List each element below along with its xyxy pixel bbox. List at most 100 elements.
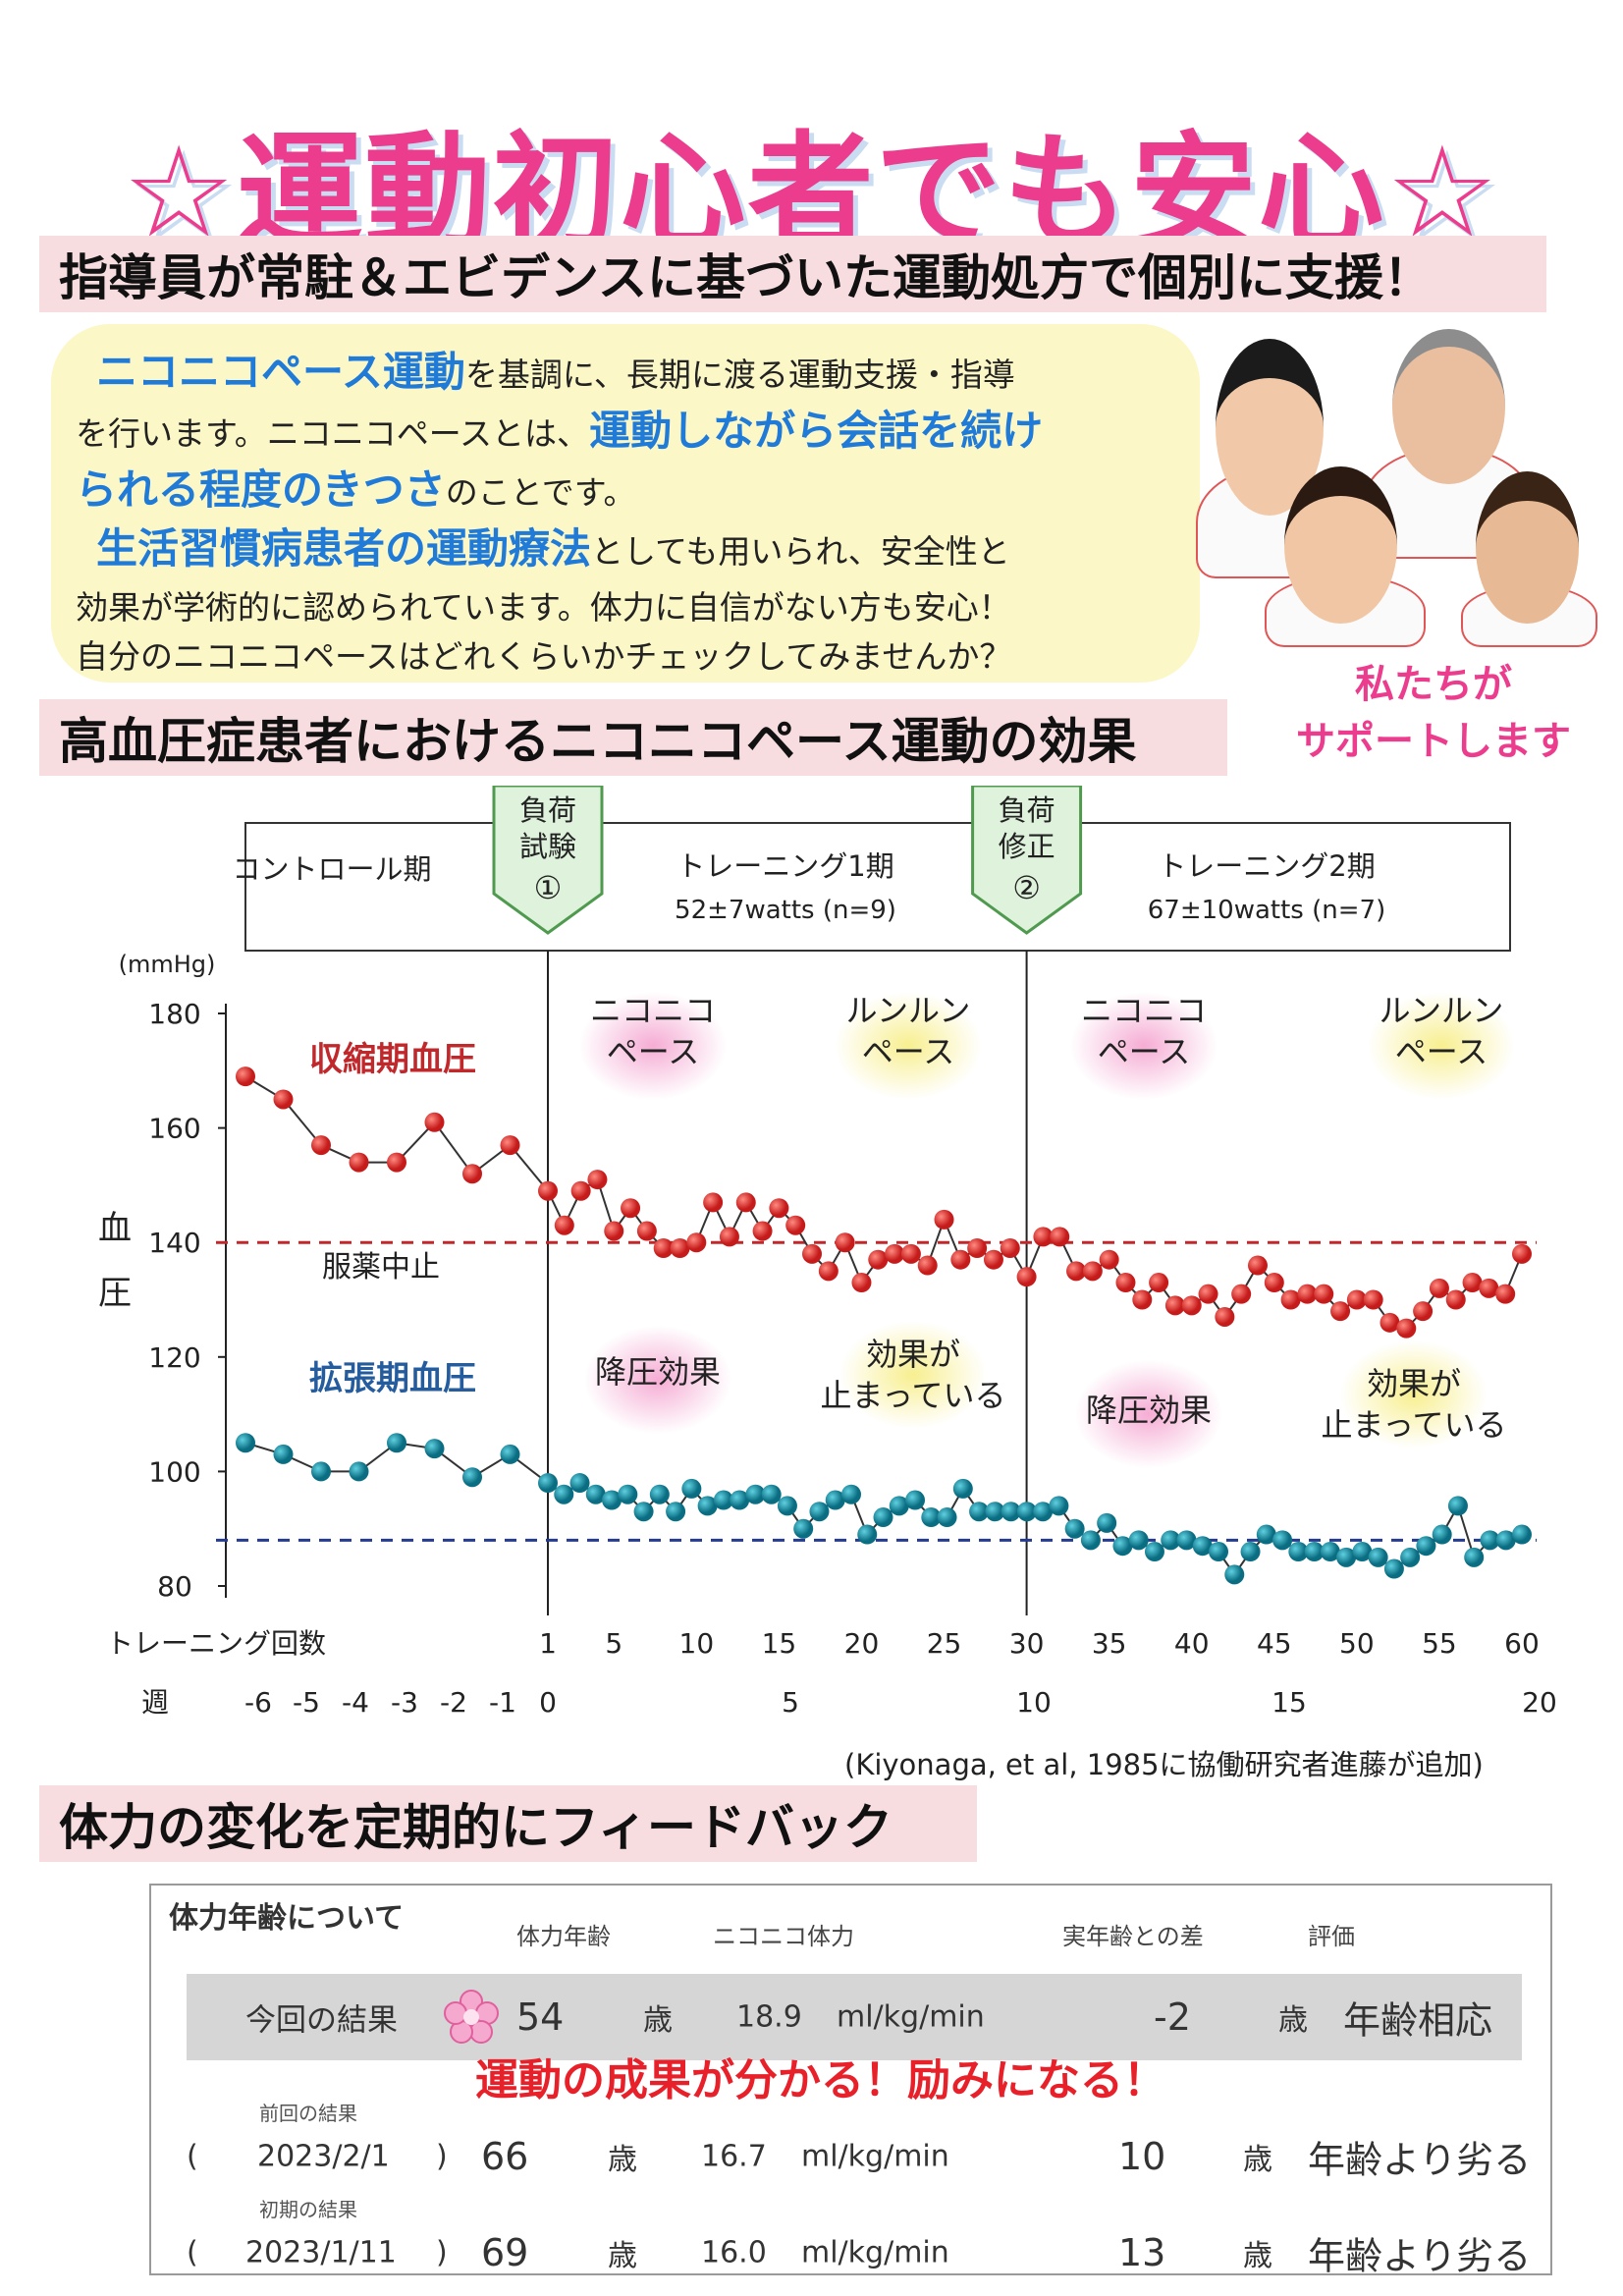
data-point bbox=[785, 1215, 806, 1235]
marker-tag bbox=[971, 786, 1083, 935]
effect-label: 止まっている bbox=[1321, 1406, 1506, 1444]
reference-label: 服薬中止 bbox=[322, 1250, 440, 1285]
data-point bbox=[666, 1502, 686, 1522]
marker-label: 修正 bbox=[999, 830, 1055, 863]
diff-unit: 歳 bbox=[1278, 2003, 1308, 2038]
data-point bbox=[851, 1273, 872, 1293]
diff-unit: 歳 bbox=[1243, 2239, 1272, 2273]
fitness-age-value: 69 bbox=[481, 2231, 529, 2274]
week-tick-label: 5 bbox=[782, 1686, 799, 1719]
week-tick-label: 10 bbox=[1016, 1686, 1052, 1719]
data-point bbox=[349, 1152, 369, 1173]
week-tick-label: 20 bbox=[1522, 1686, 1557, 1719]
effect-label: 降圧効果 bbox=[1086, 1392, 1212, 1429]
evaluation-value: 年齢より劣る bbox=[1308, 2138, 1532, 2182]
vo2-value: 16.7 bbox=[701, 2139, 767, 2174]
data-point bbox=[730, 1490, 750, 1510]
phase-label: コントロール期 bbox=[232, 852, 431, 886]
marker-label: 試験 bbox=[519, 830, 576, 863]
data-point bbox=[1240, 1542, 1261, 1562]
data-point bbox=[387, 1152, 406, 1173]
data-point bbox=[1097, 1512, 1117, 1533]
data-point bbox=[1128, 1530, 1149, 1551]
data-point bbox=[349, 1461, 369, 1482]
chart-source: (Kiyonaga, et al, 1985に協働研究者進藤が追加) bbox=[844, 1748, 1484, 1781]
effect-label: 降圧効果 bbox=[595, 1353, 721, 1391]
data-point bbox=[681, 1478, 702, 1499]
week-tick-label: 0 bbox=[539, 1686, 557, 1719]
data-point bbox=[1416, 1536, 1436, 1557]
vo2-value: 16.0 bbox=[701, 2235, 767, 2270]
data-point bbox=[273, 1089, 294, 1110]
paren-close: ) bbox=[436, 2139, 448, 2174]
data-point bbox=[538, 1180, 558, 1201]
week-tick-label: 15 bbox=[1271, 1686, 1307, 1719]
data-point bbox=[802, 1243, 823, 1264]
data-point bbox=[538, 1473, 558, 1494]
data-point bbox=[618, 1484, 638, 1504]
row-label: 今回の結果 bbox=[245, 2002, 398, 2039]
x-tick-label: 1 bbox=[539, 1627, 557, 1660]
data-point bbox=[1099, 1249, 1119, 1270]
phase-sub: 52±7watts (n=9) bbox=[675, 896, 896, 925]
data-point bbox=[1224, 1564, 1245, 1585]
fitness-panel-title: 体力年齢について bbox=[169, 1901, 405, 1936]
data-point bbox=[602, 1490, 622, 1510]
age-unit: 歳 bbox=[643, 2003, 673, 2038]
data-point bbox=[917, 1255, 938, 1276]
paren-open: ( bbox=[187, 2139, 198, 2174]
data-point bbox=[636, 1221, 657, 1241]
data-point bbox=[857, 1524, 878, 1545]
row-caption: 初期の結果 bbox=[259, 2198, 357, 2221]
y-tick-label: 140 bbox=[148, 1227, 200, 1259]
fitness-age-value: 66 bbox=[481, 2135, 529, 2178]
marker-number: ② bbox=[1012, 869, 1041, 906]
data-point bbox=[1314, 1284, 1334, 1304]
data-point bbox=[424, 1439, 445, 1459]
week-tick-label: -5 bbox=[293, 1686, 320, 1719]
data-point bbox=[1264, 1273, 1284, 1293]
data-point bbox=[1064, 1518, 1085, 1539]
y-tick-label: 100 bbox=[148, 1455, 200, 1488]
effect-label: 止まっている bbox=[820, 1377, 1005, 1414]
data-point bbox=[1016, 1267, 1037, 1287]
week-tick-label: -6 bbox=[244, 1686, 272, 1719]
section-heading-feedback: 体力の変化を定期的にフィードバック bbox=[39, 1785, 977, 1862]
data-point bbox=[1198, 1284, 1218, 1304]
row-caption: 前回の結果 bbox=[259, 2102, 357, 2125]
data-point bbox=[745, 1484, 766, 1504]
data-point bbox=[1001, 1502, 1021, 1522]
data-point bbox=[236, 1066, 255, 1087]
flower-icon bbox=[444, 1990, 499, 2045]
data-point bbox=[873, 1507, 893, 1528]
x-tick-label: 40 bbox=[1174, 1627, 1210, 1660]
x-tick-label: 30 bbox=[1009, 1627, 1045, 1660]
data-point bbox=[835, 1232, 855, 1253]
data-point bbox=[950, 1249, 971, 1270]
x-tick-label: 5 bbox=[605, 1627, 622, 1660]
x-tick-label: 60 bbox=[1504, 1627, 1540, 1660]
data-point bbox=[1320, 1542, 1340, 1562]
data-point bbox=[1272, 1530, 1293, 1551]
data-point bbox=[1464, 1547, 1485, 1567]
x-tick-label: 20 bbox=[844, 1627, 880, 1660]
data-point bbox=[604, 1221, 624, 1241]
intro-line-3: られる程度のきつさのことです。 bbox=[76, 465, 636, 514]
y-tick-label: 180 bbox=[148, 998, 200, 1030]
marker-number: ① bbox=[534, 869, 563, 906]
data-point bbox=[1247, 1255, 1268, 1276]
phase-label: トレーニング2期 bbox=[1158, 849, 1375, 883]
data-point bbox=[1049, 1496, 1069, 1516]
paren-open: ( bbox=[187, 2235, 198, 2270]
data-point bbox=[937, 1507, 957, 1528]
data-point bbox=[1050, 1227, 1070, 1247]
data-point bbox=[900, 1243, 921, 1264]
data-point bbox=[1462, 1273, 1483, 1293]
data-point bbox=[1256, 1524, 1276, 1545]
data-point bbox=[1512, 1524, 1532, 1545]
support-caption: 私たちが サポートします bbox=[1296, 662, 1571, 764]
evaluation-value: 年齢より劣る bbox=[1308, 2234, 1532, 2278]
data-point bbox=[1082, 1261, 1103, 1282]
data-point bbox=[934, 1209, 954, 1230]
vo2-unit: ml/kg/min bbox=[801, 2139, 949, 2174]
